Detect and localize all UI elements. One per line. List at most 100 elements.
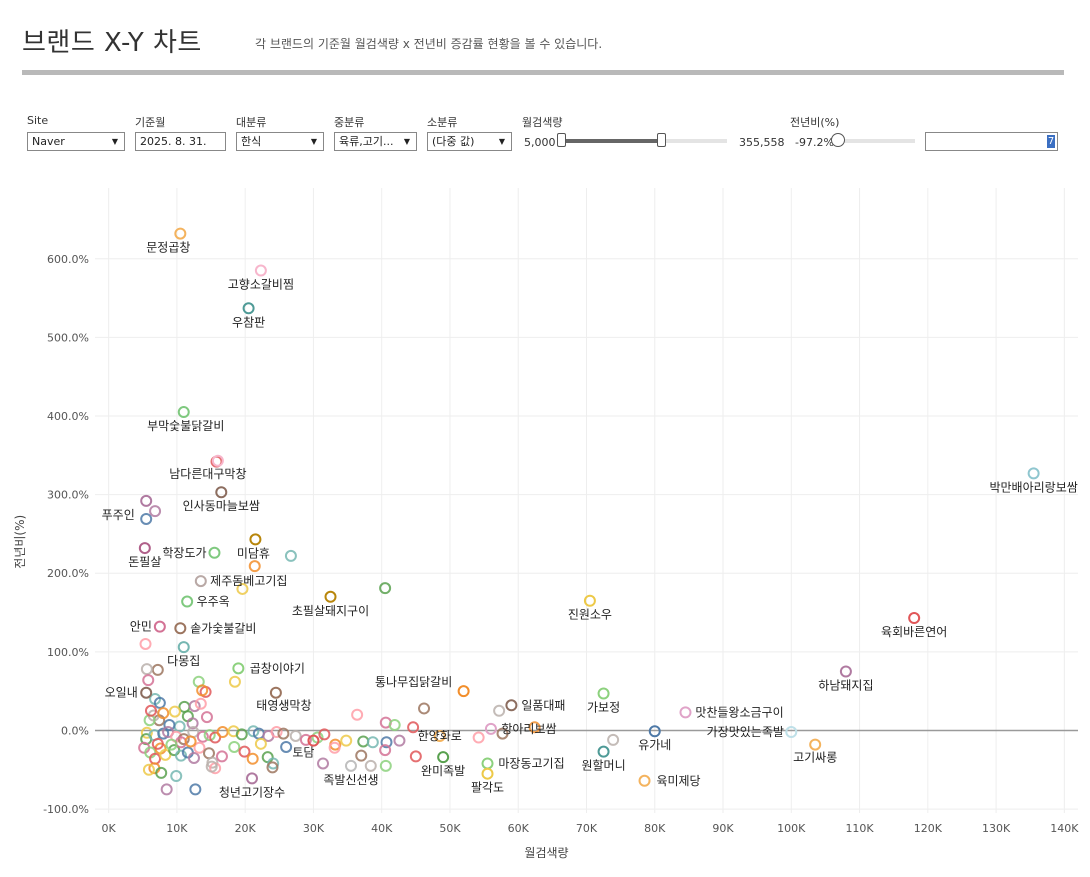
data-point[interactable]	[418, 702, 431, 715]
data-point[interactable]	[211, 454, 224, 467]
data-point[interactable]	[196, 730, 209, 743]
data-point[interactable]	[407, 721, 420, 734]
data-point[interactable]	[249, 533, 262, 546]
data-point[interactable]	[284, 549, 297, 562]
data-point[interactable]	[357, 735, 370, 748]
data-point[interactable]	[151, 737, 164, 750]
data-point[interactable]	[366, 736, 379, 749]
data-point[interactable]	[228, 675, 241, 688]
data-point[interactable]	[679, 706, 692, 719]
data-point[interactable]	[648, 725, 661, 738]
data-point[interactable]	[232, 662, 245, 675]
data-point[interactable]	[140, 512, 153, 525]
data-point[interactable]	[138, 542, 151, 555]
search-volume-slider-min-handle[interactable]	[557, 133, 566, 147]
data-point[interactable]	[351, 708, 364, 721]
middle-category-select[interactable]: 육류,고기... ▼	[334, 132, 417, 151]
data-point[interactable]	[481, 757, 494, 770]
data-point[interactable]	[472, 731, 485, 744]
search-volume-slider-max-handle[interactable]	[656, 133, 666, 147]
data-point[interactable]	[236, 582, 249, 595]
data-point[interactable]	[246, 772, 259, 785]
data-point[interactable]	[160, 783, 173, 796]
data-point[interactable]	[184, 735, 197, 748]
data-point[interactable]	[142, 763, 155, 776]
data-point[interactable]	[140, 663, 153, 676]
data-point[interactable]	[157, 707, 170, 720]
data-point[interactable]	[269, 686, 282, 699]
data-point[interactable]	[270, 726, 283, 739]
minor-category-select[interactable]: (다중 값) ▼	[427, 132, 512, 151]
data-point[interactable]	[175, 749, 188, 762]
data-point[interactable]	[170, 770, 183, 783]
data-point[interactable]	[189, 783, 202, 796]
data-point[interactable]	[140, 726, 153, 739]
data-point[interactable]	[437, 751, 450, 764]
data-point[interactable]	[153, 620, 166, 633]
data-point[interactable]	[299, 733, 312, 746]
data-point[interactable]	[186, 717, 199, 730]
data-point[interactable]	[607, 733, 620, 746]
data-point[interactable]	[238, 745, 251, 758]
data-point[interactable]	[208, 546, 221, 559]
data-point[interactable]	[174, 227, 187, 240]
data-point[interactable]	[493, 704, 506, 717]
data-point[interactable]	[247, 725, 260, 738]
data-point[interactable]	[254, 264, 267, 277]
data-point[interactable]	[261, 751, 274, 764]
data-point[interactable]	[280, 740, 293, 753]
data-point[interactable]	[364, 759, 377, 772]
data-point[interactable]	[254, 737, 267, 750]
data-point[interactable]	[809, 738, 822, 751]
data-point[interactable]	[246, 752, 259, 765]
data-point[interactable]	[317, 757, 330, 770]
data-point[interactable]	[194, 575, 207, 588]
data-point[interactable]	[228, 740, 241, 753]
site-filter-select[interactable]: Naver ▼	[27, 132, 125, 151]
major-category-select[interactable]: 한식 ▼	[236, 132, 324, 151]
data-point[interactable]	[266, 761, 279, 774]
data-point[interactable]	[839, 665, 852, 678]
data-point[interactable]	[277, 727, 290, 740]
data-point[interactable]	[457, 685, 470, 698]
data-point[interactable]	[597, 687, 610, 700]
data-point[interactable]	[388, 718, 401, 731]
data-point[interactable]	[200, 711, 213, 724]
data-point[interactable]	[1027, 467, 1040, 480]
data-point[interactable]	[177, 733, 190, 746]
data-point[interactable]	[235, 728, 248, 741]
data-point[interactable]	[196, 684, 209, 697]
yoy-slider-track[interactable]	[835, 139, 915, 143]
data-point[interactable]	[215, 750, 228, 763]
data-point[interactable]	[216, 726, 229, 739]
data-point[interactable]	[597, 745, 610, 758]
data-point[interactable]	[153, 696, 166, 709]
data-point[interactable]	[318, 728, 331, 741]
data-point[interactable]	[379, 759, 392, 772]
data-point[interactable]	[638, 774, 651, 787]
data-point[interactable]	[248, 560, 261, 573]
month-filter-input[interactable]: 2025. 8. 31.	[135, 132, 226, 151]
data-point[interactable]	[433, 729, 446, 742]
data-point[interactable]	[203, 729, 216, 742]
data-point[interactable]	[528, 721, 541, 734]
data-point[interactable]	[140, 494, 153, 507]
data-point[interactable]	[785, 726, 798, 739]
data-point[interactable]	[163, 718, 176, 731]
data-point[interactable]	[165, 738, 178, 751]
data-point[interactable]	[159, 748, 172, 761]
data-point[interactable]	[908, 612, 921, 625]
data-point[interactable]	[496, 727, 509, 740]
data-point[interactable]	[340, 734, 353, 747]
data-point[interactable]	[380, 736, 393, 749]
data-point[interactable]	[177, 406, 190, 419]
data-point[interactable]	[174, 622, 187, 635]
data-point[interactable]	[209, 731, 222, 744]
data-point[interactable]	[355, 749, 368, 762]
data-point[interactable]	[215, 486, 228, 499]
data-point[interactable]	[181, 595, 194, 608]
yoy-max-input[interactable]: 7	[925, 132, 1058, 151]
data-point[interactable]	[188, 700, 201, 713]
data-point[interactable]	[140, 686, 153, 699]
data-point[interactable]	[242, 302, 255, 315]
